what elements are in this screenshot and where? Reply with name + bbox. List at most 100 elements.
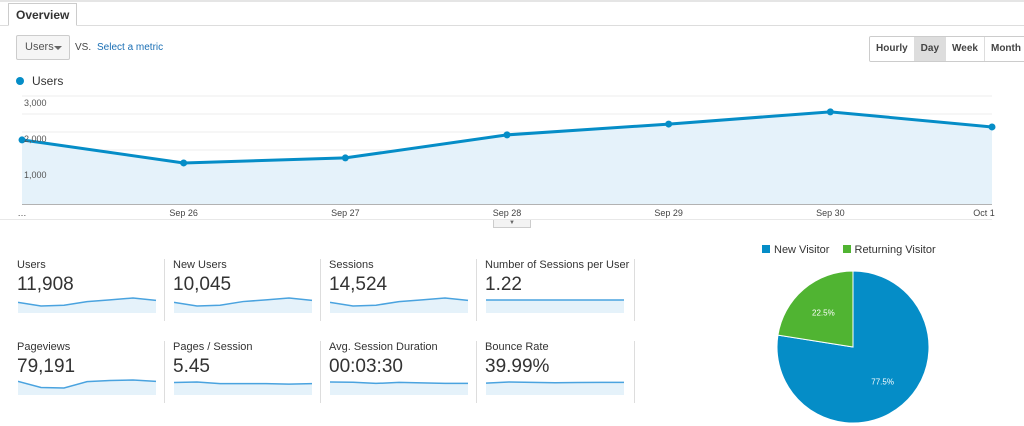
sparkline-line [18, 297, 157, 307]
scorecard-title: Number of Sessions per User [485, 259, 630, 271]
sparkline-fill [18, 380, 156, 395]
sparkline-line [330, 381, 468, 385]
legend-new-visitor[interactable]: New Visitor [774, 244, 830, 256]
sparkline [174, 381, 313, 395]
scorecard-value: 00:03:30 [329, 356, 403, 377]
legend-label: Users [32, 74, 64, 88]
pie-label: 22.5% [812, 308, 835, 317]
area-fill [22, 111, 992, 204]
legend-swatch-returning [842, 245, 851, 253]
pie-slice[interactable] [777, 270, 854, 348]
data-point[interactable] [18, 136, 26, 144]
scorecard[interactable]: Bounce Rate 39.99% [485, 341, 630, 403]
y-tick-label: 3,000 [24, 98, 47, 108]
legend-swatch-new [762, 245, 770, 253]
vs-label: VS. [75, 42, 92, 53]
scorecard-title: Avg. Session Duration [329, 341, 438, 353]
metric-dropdown-value: Users [25, 41, 54, 53]
scorecard[interactable]: Number of Sessions per User 1.22 [485, 259, 630, 321]
sparkline [486, 299, 624, 313]
sparkline-line [486, 381, 624, 384]
x-tick-label: Sep 28 [493, 208, 522, 218]
x-tick-label: Sep 29 [654, 208, 683, 218]
card-divider [320, 259, 321, 321]
sparkline-line [174, 297, 313, 307]
sparkline [330, 297, 469, 313]
top-border [0, 0, 1024, 2]
scorecard-value: 39.99% [485, 356, 550, 377]
users-line-chart: 1,000 2,000 3,000 … Sep 26 Sep 27 Sep 28 Sep 2… [18, 95, 996, 218]
scorecard[interactable]: Sessions 14,524 [329, 259, 474, 321]
scorecard-value: 1.22 [485, 274, 522, 295]
scorecard[interactable]: Users 11,908 [17, 259, 162, 321]
sparkline [330, 381, 468, 395]
card-divider [476, 341, 477, 403]
scorecard-title: Pageviews [17, 341, 71, 353]
data-point[interactable] [503, 131, 511, 139]
card-divider [164, 341, 165, 403]
card-divider [320, 341, 321, 403]
sparkline-line [18, 379, 157, 389]
data-point[interactable] [988, 123, 996, 131]
sparkline [174, 297, 313, 313]
scorecard[interactable]: Pages / Session 5.45 [173, 341, 318, 403]
sparkline-fill [174, 382, 312, 395]
tab-overview[interactable]: Overview [8, 3, 78, 26]
x-tick-label: Sep 27 [331, 208, 360, 218]
legend-dot-icon [16, 77, 24, 85]
sparkline-line [174, 381, 313, 385]
card-divider [164, 259, 165, 321]
metric-dropdown[interactable]: Users [16, 35, 70, 60]
x-tick-label: … [18, 208, 27, 218]
y-tick-label: 1,000 [24, 170, 47, 180]
x-tick-label: Sep 26 [169, 208, 198, 218]
divider [0, 219, 992, 220]
data-point[interactable] [665, 120, 673, 128]
scorecard-title: Pages / Session [173, 341, 253, 353]
month-button[interactable]: Month [983, 37, 1024, 61]
scorecard-title: Sessions [329, 259, 374, 271]
card-divider [476, 259, 477, 321]
card-divider [634, 341, 635, 403]
granularity-toggle: Hourly Day Week Month [869, 36, 1024, 62]
week-button[interactable]: Week [945, 37, 984, 61]
legend-returning-visitor[interactable]: Returning Visitor [854, 244, 936, 256]
scorecard-title: Bounce Rate [485, 341, 549, 353]
x-tick-label: Sep 30 [816, 208, 845, 218]
scorecard-value: 11,908 [17, 274, 74, 295]
data-point[interactable] [180, 159, 188, 167]
sparkline-fill [486, 300, 624, 313]
scorecard-title: New Users [173, 259, 227, 271]
x-tick-label: Oct 1 [973, 208, 995, 218]
y-tick-label: 2,000 [24, 134, 47, 144]
sparkline-fill [174, 298, 312, 313]
hourly-button[interactable]: Hourly [870, 37, 914, 61]
sparkline-fill [330, 382, 468, 395]
scorecard-value: 5.45 [173, 356, 210, 377]
pie-legend: New Visitor Returning Visitor [762, 244, 936, 256]
scorecard[interactable]: Avg. Session Duration 00:03:30 [329, 341, 474, 403]
scorecard-title: Users [17, 259, 46, 271]
day-button[interactable]: Day [913, 37, 946, 61]
sparkline [486, 381, 624, 395]
card-divider [634, 259, 635, 321]
pie-label: 77.5% [871, 378, 894, 387]
chart-legend: Users [16, 74, 63, 88]
chevron-down-icon [54, 46, 62, 50]
sparkline-fill [18, 298, 156, 313]
sparkline-fill [486, 382, 624, 395]
data-point[interactable] [341, 154, 349, 162]
scorecard[interactable]: New Users 10,045 [173, 259, 318, 321]
sparkline-line [330, 297, 469, 307]
chart-expand-handle[interactable]: ▼ [493, 220, 531, 228]
data-point[interactable] [826, 108, 834, 116]
scorecard-value: 14,524 [329, 274, 388, 295]
sparkline-fill [330, 298, 468, 313]
visitor-pie-chart: 77.5% 22.5% [776, 270, 930, 424]
scorecard[interactable]: Pageviews 79,191 [17, 341, 162, 403]
select-metric-link[interactable]: Select a metric [97, 42, 164, 53]
scorecard-value: 10,045 [173, 274, 232, 295]
sparkline [18, 297, 157, 313]
sparkline [18, 379, 157, 395]
scorecard-value: 79,191 [17, 356, 76, 377]
